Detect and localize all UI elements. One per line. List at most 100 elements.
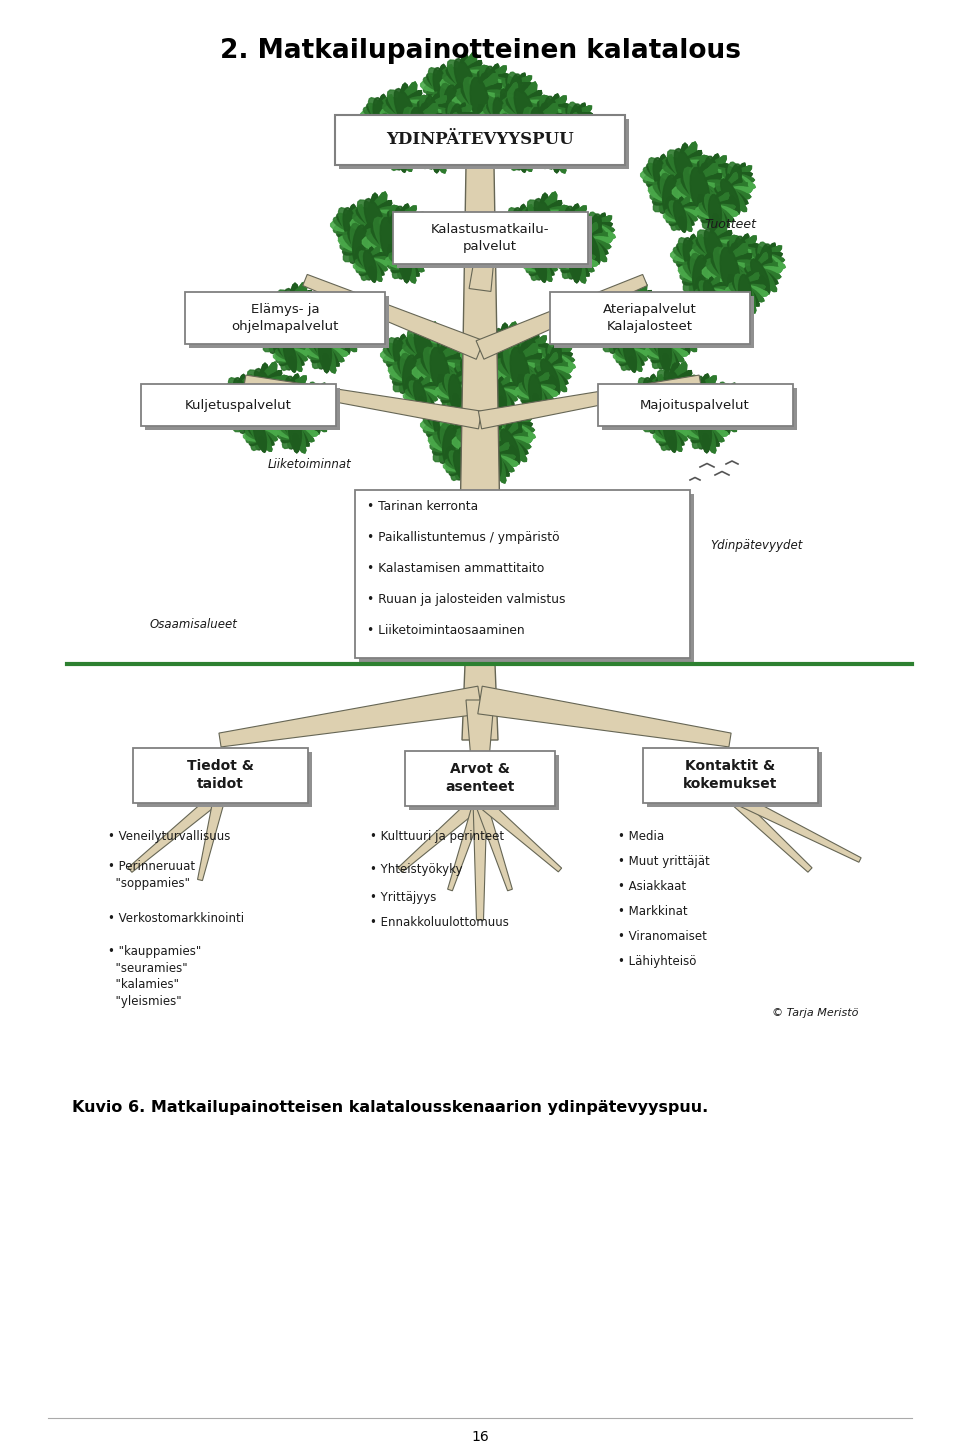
Polygon shape: [261, 424, 272, 434]
Polygon shape: [482, 354, 499, 363]
Polygon shape: [441, 87, 452, 105]
Polygon shape: [660, 317, 670, 338]
Polygon shape: [461, 125, 474, 135]
Polygon shape: [451, 135, 468, 144]
FancyBboxPatch shape: [136, 751, 311, 807]
Polygon shape: [726, 386, 741, 399]
Polygon shape: [664, 332, 672, 349]
Polygon shape: [652, 395, 669, 403]
Polygon shape: [388, 255, 422, 269]
Polygon shape: [711, 287, 726, 296]
Polygon shape: [431, 127, 468, 143]
Polygon shape: [486, 389, 515, 402]
Polygon shape: [392, 125, 410, 135]
Polygon shape: [745, 264, 775, 287]
Polygon shape: [635, 313, 645, 335]
Polygon shape: [747, 293, 764, 301]
Polygon shape: [521, 338, 539, 373]
Polygon shape: [730, 182, 736, 199]
Polygon shape: [593, 307, 627, 323]
Polygon shape: [466, 354, 472, 373]
Polygon shape: [686, 320, 700, 333]
Polygon shape: [720, 248, 740, 297]
Polygon shape: [684, 384, 715, 405]
Polygon shape: [669, 198, 679, 220]
Polygon shape: [554, 363, 561, 381]
Polygon shape: [405, 377, 413, 399]
Polygon shape: [398, 357, 405, 376]
Polygon shape: [703, 274, 726, 284]
Polygon shape: [708, 395, 741, 406]
Polygon shape: [467, 80, 487, 93]
Polygon shape: [352, 221, 373, 229]
Polygon shape: [266, 371, 281, 389]
Polygon shape: [481, 105, 497, 131]
Polygon shape: [651, 335, 667, 361]
Polygon shape: [233, 402, 267, 428]
Polygon shape: [679, 217, 685, 232]
Polygon shape: [419, 377, 423, 393]
Polygon shape: [453, 111, 467, 140]
Polygon shape: [347, 320, 360, 333]
Polygon shape: [692, 248, 709, 255]
Polygon shape: [651, 376, 662, 393]
Polygon shape: [372, 264, 387, 271]
Polygon shape: [691, 377, 709, 414]
Polygon shape: [627, 287, 643, 332]
Polygon shape: [730, 182, 736, 199]
Polygon shape: [427, 73, 453, 96]
Polygon shape: [709, 154, 719, 173]
Polygon shape: [399, 157, 406, 172]
Polygon shape: [588, 213, 602, 248]
Polygon shape: [316, 386, 331, 399]
Polygon shape: [490, 381, 511, 409]
Polygon shape: [395, 140, 405, 170]
Polygon shape: [459, 127, 466, 143]
Polygon shape: [700, 397, 709, 418]
Polygon shape: [399, 204, 409, 223]
Polygon shape: [530, 333, 539, 352]
Polygon shape: [660, 424, 681, 446]
Polygon shape: [269, 317, 276, 335]
Polygon shape: [291, 357, 301, 371]
Polygon shape: [720, 248, 740, 297]
Polygon shape: [741, 243, 758, 255]
Polygon shape: [303, 397, 317, 432]
Polygon shape: [400, 357, 413, 376]
Polygon shape: [512, 135, 530, 149]
Polygon shape: [219, 686, 482, 747]
Polygon shape: [404, 242, 412, 261]
Polygon shape: [540, 348, 569, 373]
Polygon shape: [439, 383, 471, 402]
Polygon shape: [372, 261, 390, 266]
Polygon shape: [522, 221, 543, 229]
Polygon shape: [687, 319, 706, 329]
Polygon shape: [611, 296, 622, 313]
Polygon shape: [701, 195, 718, 220]
Polygon shape: [475, 408, 505, 441]
Polygon shape: [393, 363, 427, 387]
Polygon shape: [394, 237, 423, 248]
Polygon shape: [698, 163, 708, 189]
Polygon shape: [522, 217, 540, 226]
Text: Majoituspalvelut: Majoituspalvelut: [640, 399, 750, 412]
Polygon shape: [526, 112, 544, 132]
Polygon shape: [653, 332, 678, 344]
Polygon shape: [277, 290, 313, 331]
Polygon shape: [330, 313, 360, 328]
Polygon shape: [380, 116, 393, 135]
Polygon shape: [390, 114, 401, 132]
Polygon shape: [495, 124, 506, 143]
Polygon shape: [492, 438, 528, 451]
Polygon shape: [474, 415, 506, 435]
Polygon shape: [574, 242, 582, 261]
Polygon shape: [400, 143, 412, 154]
Polygon shape: [450, 447, 464, 463]
Polygon shape: [436, 153, 449, 166]
Polygon shape: [521, 115, 559, 149]
Polygon shape: [690, 234, 703, 253]
Polygon shape: [747, 285, 765, 293]
Polygon shape: [676, 392, 695, 412]
Polygon shape: [492, 374, 516, 383]
Polygon shape: [438, 89, 462, 121]
